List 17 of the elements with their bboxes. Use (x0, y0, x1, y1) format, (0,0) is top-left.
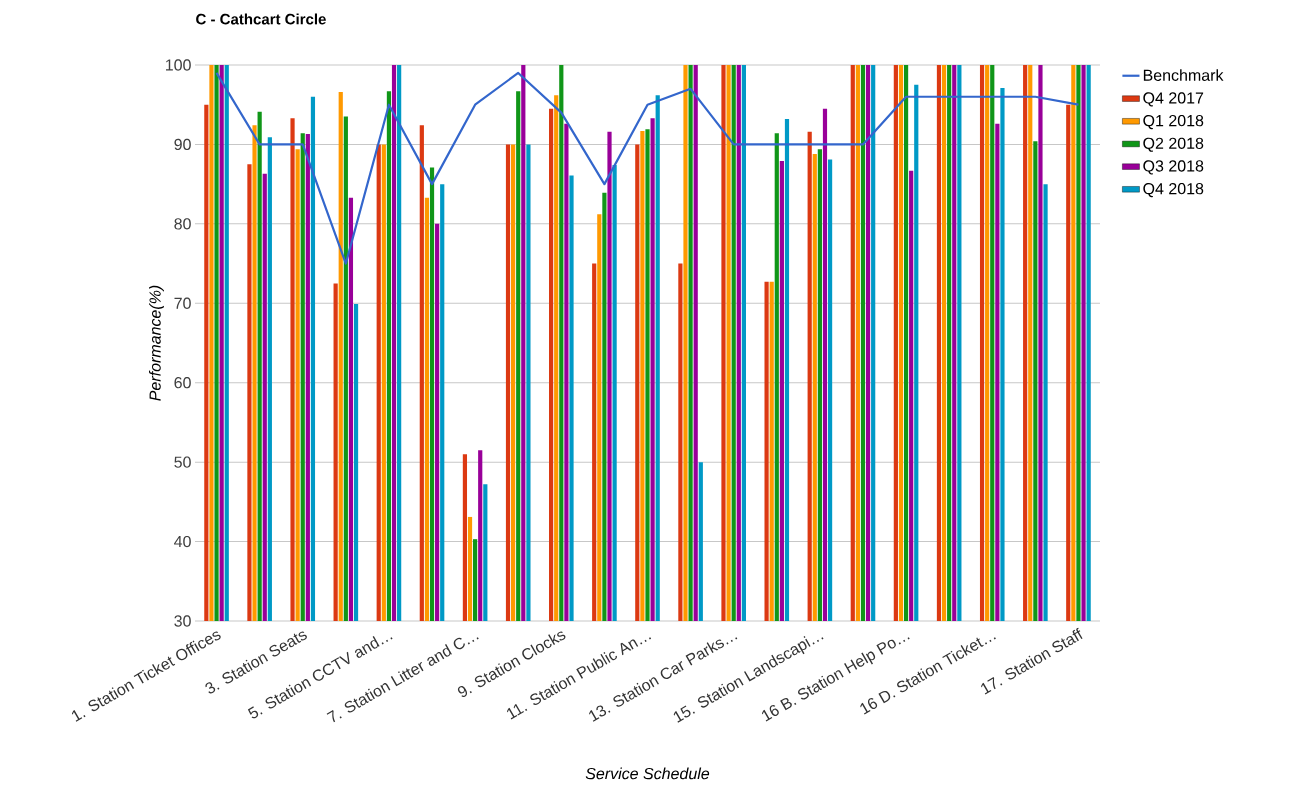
x-axis-title: Service Schedule (585, 767, 710, 780)
legend-label: Q3 2018 (1143, 160, 1204, 175)
legend-label: Q4 2018 (1143, 182, 1204, 198)
y-axis-title: Performance(%) (149, 285, 164, 401)
y-tick-label: 50 (174, 456, 191, 468)
y-tick-label: 30 (174, 615, 191, 627)
y-tick-label: 100 (166, 59, 191, 71)
legend-label: Q4 2017 (1143, 92, 1204, 107)
y-tick-label: 80 (174, 218, 191, 230)
legend-label: Q1 2018 (1143, 114, 1204, 130)
y-tick-label: 60 (174, 377, 191, 389)
chart-title: C - Cathcart Circle (196, 13, 326, 25)
y-tick-label: 40 (174, 535, 191, 548)
legend-label: Q2 2018 (1143, 137, 1204, 152)
legend-label: Benchmark (1143, 69, 1224, 81)
y-tick-label: 90 (174, 138, 191, 151)
y-tick-label: 70 (174, 297, 191, 309)
